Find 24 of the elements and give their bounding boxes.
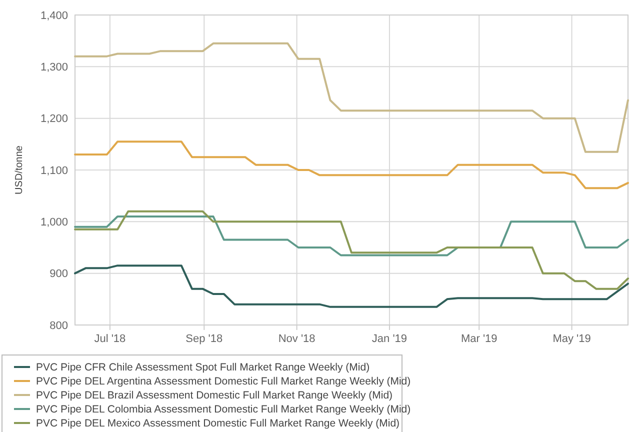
x-tick-label: Jan '19 [372,333,408,345]
line-series [74,42,629,153]
y-tick-label: 800 [50,320,68,332]
x-tick-label: Mar '19 [460,333,498,345]
y-tick-label: 900 [50,268,68,280]
legend-label: PVC Pipe DEL Mexico Assessment Domestic Full Market Range Weekly (Mid) [36,418,400,430]
line-series [74,264,629,308]
line-series [74,210,629,290]
y-axis-title: USD/tonne [14,145,25,194]
y-tick-label: 1,200 [40,113,68,126]
x-tick-label: Jul '18 [94,333,126,345]
line-series [74,140,629,190]
y-tick-label: 1,400 [40,10,68,22]
x-tick-label: Nov '18 [278,333,316,345]
x-tick-label: May '19 [552,333,591,345]
legend-label: PVC Pipe DEL Argentina Assessment Domestic Full Market Range Weekly (Mid) [36,376,411,388]
x-tick-label: Sep '18 [186,333,223,345]
y-tick-label: 1,300 [40,62,68,74]
legend-label: PVC Pipe CFR Chile Assessment Spot Full Market Range Weekly (Mid) [36,362,370,374]
line-series [74,216,629,256]
legend-label: PVC Pipe DEL Brazil Assessment Domestic Full Market Range Weekly (Mid) [36,390,393,402]
y-tick-label: 1,100 [40,164,68,177]
y-tick-label: 1,000 [40,216,68,229]
legend-label: PVC Pipe DEL Colombia Assessment Domestic Full Market Range Weekly (Mid) [36,404,411,416]
